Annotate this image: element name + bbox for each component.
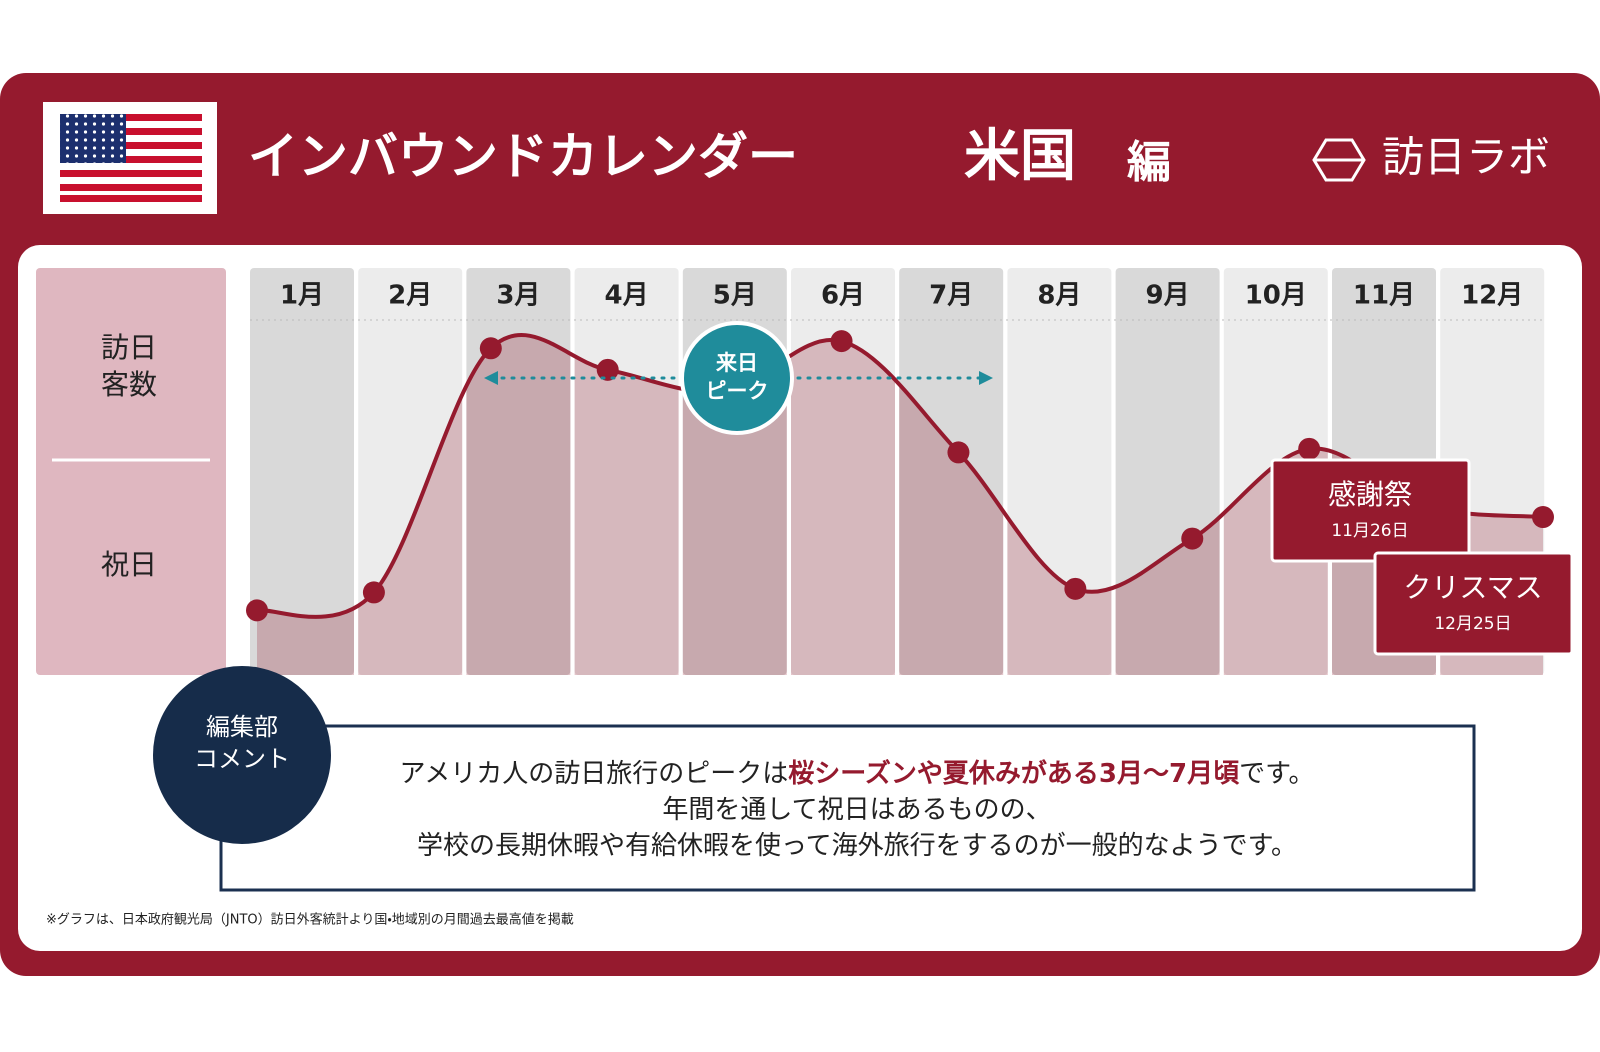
row-label: 訪日: [101, 331, 157, 364]
month-column: [466, 268, 571, 675]
comment-line: アメリカ人の訪日旅行のピークは桜シーズンや夏休みがある3月～7月頃です。: [400, 758, 1315, 789]
point: [947, 441, 970, 464]
comment-text: アメリカ人の訪日旅行のピークは桜シーズンや夏休みがある3月～7月頃です。年間を通…: [400, 758, 1315, 861]
arrow-head: [484, 371, 498, 385]
month-column: [899, 268, 1004, 675]
row-label-column: [36, 268, 226, 675]
x-tick-label: 2月: [388, 281, 432, 311]
month-column: [250, 268, 354, 675]
month-column: [358, 268, 463, 675]
comment-label: 編集部: [206, 713, 278, 741]
country: 米国: [964, 124, 1076, 189]
x-tick-label: 5月: [713, 281, 757, 311]
point: [1298, 437, 1321, 460]
comment-segment: です。: [1239, 759, 1314, 789]
x-tick-label: 12月: [1461, 281, 1523, 311]
row-label: 祝日: [101, 548, 157, 581]
comment-label: コメント: [194, 745, 290, 773]
point: [830, 330, 853, 353]
month-column: [1007, 268, 1112, 675]
point: [362, 581, 385, 604]
holiday-box: [1270, 458, 1471, 563]
holiday-name: 感謝祭: [1328, 478, 1412, 511]
arrow-head: [979, 371, 993, 385]
row-label: 客数: [101, 368, 157, 401]
x-tick-label: 6月: [821, 281, 865, 311]
logo: 訪日ラボ: [1312, 133, 1550, 182]
flag: [43, 102, 217, 214]
holiday-date: 12月25日: [1434, 614, 1511, 634]
x-tick-label: 4月: [605, 281, 649, 311]
point: [596, 358, 619, 381]
x-tick-label: 8月: [1037, 281, 1081, 311]
point: [1064, 577, 1087, 600]
x-tick-label: 7月: [929, 281, 973, 311]
point: [479, 337, 502, 360]
holiday-name: クリスマス: [1403, 571, 1542, 604]
comment-line: 学校の長期休暇や有給休暇を使って海外旅行をするのが一般的なようです。: [417, 831, 1297, 861]
comment-segment: アメリカ人の訪日旅行のピークは: [400, 759, 789, 789]
comment-highlight: 桜シーズンや夏休みがある3月～7月頃: [788, 758, 1240, 789]
month-column: [791, 268, 895, 675]
comment-box: [219, 724, 1476, 892]
holiday-date: 11月26日: [1331, 521, 1408, 541]
title: インバウンドカレンダー: [248, 128, 798, 186]
point: [246, 599, 268, 622]
x-tick-label: 3月: [496, 281, 540, 311]
peak-badge-text: 来日: [716, 351, 758, 375]
point: [1181, 527, 1204, 550]
x-tick-label: 10月: [1245, 281, 1307, 311]
x-tick-label: 9月: [1146, 281, 1190, 311]
title-suffix: 編: [1127, 137, 1171, 188]
footnote: ※グラフは、日本政府観光局（JNTO）訪日外客統計より国・地域別の月間過去最高値…: [46, 912, 574, 928]
peak-badge-text: ピーク: [706, 379, 769, 403]
comment-badge: [153, 666, 331, 844]
comment-line: 年間を通して祝日はあるものの、: [662, 795, 1051, 825]
holiday-box: [1373, 551, 1574, 656]
point: [1532, 506, 1554, 529]
comment-segment: 年間を通して祝日はあるものの、: [662, 795, 1051, 825]
x-tick-label: 11月: [1353, 281, 1415, 311]
logo-text: 訪日ラボ: [1382, 133, 1550, 182]
x-tick-label: 1月: [280, 281, 324, 311]
comment-segment: 学校の長期休暇や有給休暇を使って海外旅行をするのが一般的なようです。: [417, 831, 1297, 861]
peak-badge: [680, 321, 794, 435]
